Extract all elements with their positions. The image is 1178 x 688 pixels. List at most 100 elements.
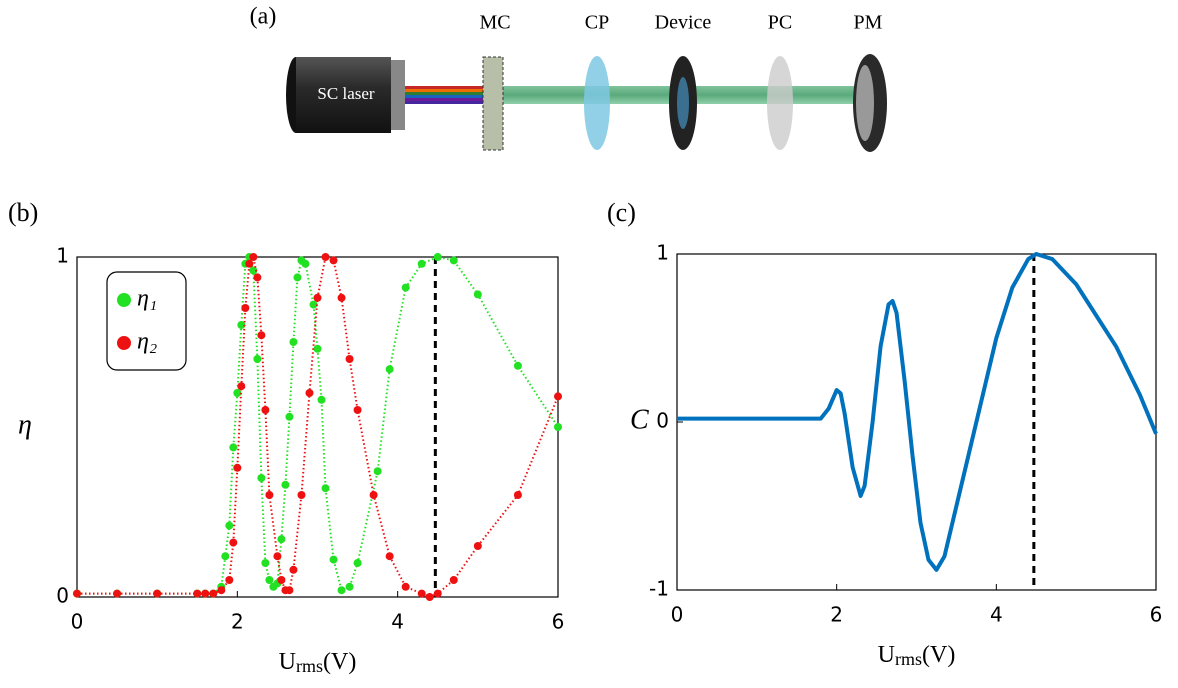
x-tick-label: 2 — [830, 603, 843, 627]
data-point — [241, 304, 250, 312]
data-point — [273, 552, 282, 561]
data-point — [473, 542, 482, 550]
pm-face — [856, 65, 874, 141]
data-point — [513, 361, 522, 370]
data-point — [237, 382, 246, 391]
rainbow-beam — [400, 86, 495, 104]
panel-label: (b) — [8, 198, 38, 227]
data-point — [433, 589, 442, 598]
data-point — [261, 559, 270, 567]
schematic: (a) SC laser MC CP Device PC PM — [250, 4, 887, 152]
data-point — [113, 589, 122, 598]
component-label: MC — [479, 12, 510, 34]
component-label: CP — [585, 12, 609, 34]
x-axis-label: Urms(V) — [878, 642, 956, 670]
data-point — [229, 538, 238, 547]
data-point — [313, 293, 322, 302]
data-point — [249, 253, 258, 261]
data-point — [417, 259, 426, 268]
data-point — [473, 290, 482, 299]
data-point — [337, 586, 346, 595]
data-point — [201, 589, 210, 598]
data-point — [329, 256, 338, 265]
data-point — [217, 586, 226, 595]
x-tick-label: 2 — [231, 610, 244, 634]
data-point — [261, 406, 270, 414]
data-point — [301, 259, 310, 268]
data-point — [225, 521, 234, 530]
laser-label: SC laser — [317, 84, 374, 103]
series-line — [77, 254, 559, 599]
data-point — [221, 552, 230, 561]
x-tick-label: 0 — [671, 603, 684, 627]
data-point — [209, 589, 218, 598]
mc — [482, 56, 504, 151]
data-point — [281, 480, 290, 489]
data-point — [293, 273, 302, 282]
data-point — [253, 355, 262, 363]
x-axis-label-part: (V) — [323, 649, 356, 675]
data-point — [193, 589, 202, 598]
y-axis-label: C — [630, 404, 649, 435]
data-point — [297, 491, 306, 499]
data-point — [385, 552, 394, 561]
data-point — [345, 355, 354, 363]
data-point — [233, 463, 242, 472]
data-point — [401, 283, 410, 292]
component-label: Device — [655, 12, 712, 34]
data-point — [309, 300, 318, 309]
data-point — [321, 484, 330, 493]
data-point — [337, 293, 346, 302]
data-point — [305, 389, 314, 397]
data-point — [277, 535, 286, 544]
x-tick-label: 6 — [1150, 603, 1163, 627]
data-point — [401, 582, 410, 591]
data-point — [253, 273, 262, 282]
x-axis-label-part: rms — [895, 649, 922, 669]
data-point — [321, 253, 330, 261]
data-point — [233, 389, 242, 397]
x-tick-label: 6 — [552, 610, 565, 634]
data-point — [433, 253, 442, 261]
data-point — [289, 338, 298, 346]
x-axis-label-part: (V) — [922, 642, 955, 668]
x-tick-label: 0 — [71, 610, 84, 634]
data-point — [329, 555, 338, 564]
data-point — [513, 491, 522, 499]
data-point — [249, 266, 258, 275]
laser-body — [296, 57, 391, 133]
cp — [584, 56, 610, 150]
data-point — [449, 576, 458, 584]
data-point — [449, 256, 458, 265]
data-point — [373, 467, 382, 476]
y-tick-label: 1 — [656, 241, 669, 265]
data-point — [265, 491, 274, 499]
data-point — [353, 559, 362, 567]
component-label: PC — [768, 12, 792, 34]
data-point — [245, 259, 254, 268]
data-point — [229, 443, 238, 452]
component-label: PM — [854, 12, 883, 34]
legend-label: η₁ — [137, 286, 157, 312]
data-point — [554, 423, 562, 431]
legend-label: η₂ — [137, 329, 157, 355]
data-point — [345, 582, 354, 591]
data-point — [313, 344, 322, 353]
legend-marker — [117, 293, 131, 307]
data-point — [237, 321, 246, 329]
data-point — [265, 576, 274, 584]
data-point — [153, 589, 162, 598]
x-axis-label-part: U — [878, 642, 895, 668]
y-tick-label: 0 — [56, 584, 69, 608]
y-tick-label: -1 — [649, 577, 669, 601]
x-axis-label: Urms(V) — [279, 649, 357, 677]
data-point — [317, 395, 326, 404]
y-tick-label: 0 — [656, 409, 669, 433]
x-axis-label-part: U — [279, 649, 296, 675]
data-point — [73, 589, 81, 598]
data-point — [289, 565, 298, 574]
legend-marker — [117, 336, 131, 350]
data-point — [385, 365, 394, 374]
